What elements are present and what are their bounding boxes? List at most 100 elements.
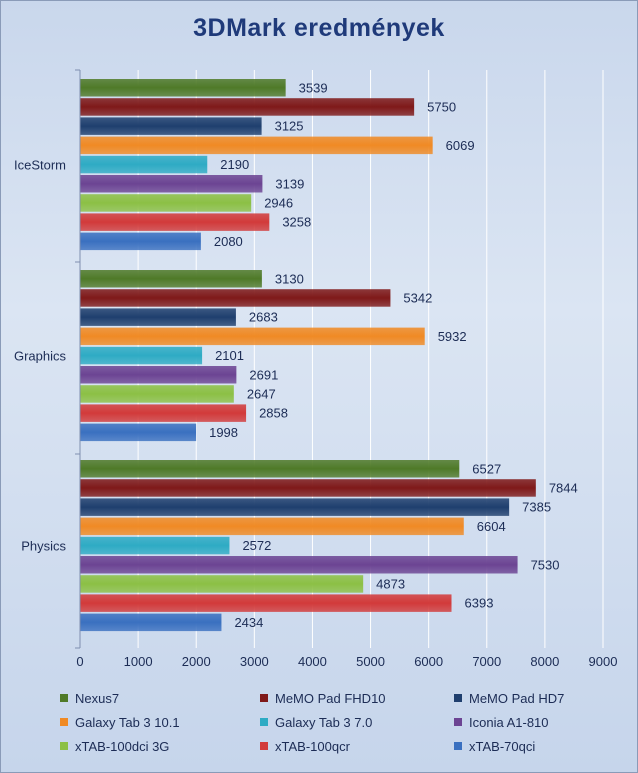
legend-label: Galaxy Tab 3 10.1: [75, 714, 180, 730]
legend-item: xTAB-70qci: [454, 737, 535, 755]
axes: 0 1000 2000 3000 4000 5000 6000 7000 8000 9000 Ice…: [14, 69, 618, 669]
bar: [80, 308, 236, 326]
legend: Nexus7 MeMO Pad FHD10 MeMO Pad HD7 Galaxy T…: [0, 684, 638, 764]
legend-label: xTAB-100qcr: [275, 738, 350, 754]
chart-title: 3DMark eredmények: [193, 14, 445, 42]
data-label: 2101: [215, 348, 244, 363]
bar: [80, 536, 230, 555]
bar: [80, 98, 415, 116]
bar: [80, 575, 364, 593]
data-label: 2647: [247, 386, 276, 401]
data-label: 1998: [209, 425, 238, 440]
x-tick-label: 7000: [472, 654, 501, 669]
data-label: 3539: [299, 80, 328, 95]
legend-swatch: [260, 718, 268, 726]
category-label: Physics: [21, 538, 66, 553]
bar: [80, 213, 270, 231]
bar: [80, 517, 464, 536]
legend-label: xTAB-100dci 3G: [75, 738, 170, 754]
data-label: 7385: [522, 500, 551, 515]
legend-swatch: [454, 742, 462, 750]
data-label: 5750: [427, 99, 456, 114]
legend-swatch: [260, 694, 268, 702]
x-tick-label: 2000: [182, 654, 211, 669]
legend-swatch: [454, 718, 462, 726]
bar: [80, 289, 391, 307]
data-label: 5932: [438, 329, 467, 344]
legend-item: Galaxy Tab 3 10.1: [60, 713, 180, 731]
data-label: 5342: [403, 290, 432, 305]
x-tick-label: 9000: [589, 654, 618, 669]
bar: [80, 594, 452, 612]
data-label: 3125: [275, 119, 304, 134]
data-label: 2946: [264, 195, 293, 210]
x-tick-label: 0: [76, 654, 83, 669]
x-tick-label: 6000: [414, 654, 443, 669]
bar: [80, 479, 536, 497]
legend-item: xTAB-100qcr: [260, 737, 350, 755]
legend-label: xTAB-70qci: [469, 738, 536, 754]
data-label: 4873: [376, 576, 405, 591]
data-label: 2691: [249, 367, 278, 382]
legend-swatch: [454, 694, 462, 702]
legend-swatch: [60, 694, 68, 702]
data-label: 6604: [477, 519, 506, 534]
legend-swatch: [60, 742, 68, 750]
legend-swatch: [60, 718, 68, 726]
legend-label: Iconia A1-810: [469, 714, 549, 730]
x-tick-label: 8000: [530, 654, 559, 669]
data-label: 3139: [275, 176, 304, 191]
x-tick-label: 4000: [298, 654, 327, 669]
category-label: IceStorm: [14, 157, 66, 172]
bar: [80, 460, 460, 478]
data-label: 2858: [259, 406, 288, 421]
legend-label: Galaxy Tab 3 7.0: [275, 714, 373, 730]
legend-label: Nexus7: [75, 690, 120, 706]
bar: [80, 423, 197, 442]
bar: [80, 270, 262, 288]
data-label: 3130: [275, 271, 304, 286]
bars: [80, 79, 536, 632]
bar: [80, 175, 263, 193]
data-label: 2190: [220, 157, 249, 172]
category-label: Graphics: [14, 348, 67, 363]
legend-item: Iconia A1-810: [454, 713, 549, 731]
bar: [80, 194, 252, 212]
data-label: 7844: [549, 480, 578, 495]
bar: [80, 155, 208, 174]
data-label: 2572: [242, 538, 271, 553]
data-label: 6393: [465, 596, 494, 611]
data-label: 2683: [249, 310, 278, 325]
bar: [80, 232, 201, 251]
legend-label: MeMO Pad FHD10: [275, 690, 386, 706]
bar-chart: 3539 5750 3125 6069 2190 3139 2946 3258 2080 3130…: [14, 69, 618, 669]
bar: [80, 366, 237, 384]
bar: [80, 117, 262, 135]
legend-item: Galaxy Tab 3 7.0: [260, 713, 372, 731]
data-label: 6069: [446, 138, 475, 153]
data-label: 6527: [472, 461, 501, 476]
legend-item: MeMO Pad HD7: [454, 689, 564, 707]
legend-item: Nexus7: [60, 689, 119, 707]
legend-item: xTAB-100dci 3G: [60, 737, 169, 755]
legend-item: MeMO Pad FHD10: [260, 689, 386, 707]
bar: [80, 327, 425, 346]
bar: [80, 79, 286, 97]
bar: [80, 556, 518, 574]
bar: [80, 613, 222, 632]
bar: [80, 136, 433, 155]
legend-label: MeMO Pad HD7: [469, 690, 565, 706]
data-label: 2434: [234, 615, 263, 630]
x-tick-label: 3000: [240, 654, 269, 669]
bar: [80, 404, 247, 422]
bar: [80, 385, 234, 403]
data-label: 3258: [282, 215, 311, 230]
bar: [80, 346, 203, 365]
data-label: 7530: [531, 557, 560, 572]
x-tick-label: 5000: [356, 654, 385, 669]
x-tick-label: 1000: [124, 654, 153, 669]
bar: [80, 498, 510, 516]
legend-swatch: [260, 742, 268, 750]
data-label: 2080: [214, 234, 243, 249]
data-labels: 3539 5750 3125 6069 2190 3139 2946 3258 2080 3130…: [209, 80, 578, 630]
